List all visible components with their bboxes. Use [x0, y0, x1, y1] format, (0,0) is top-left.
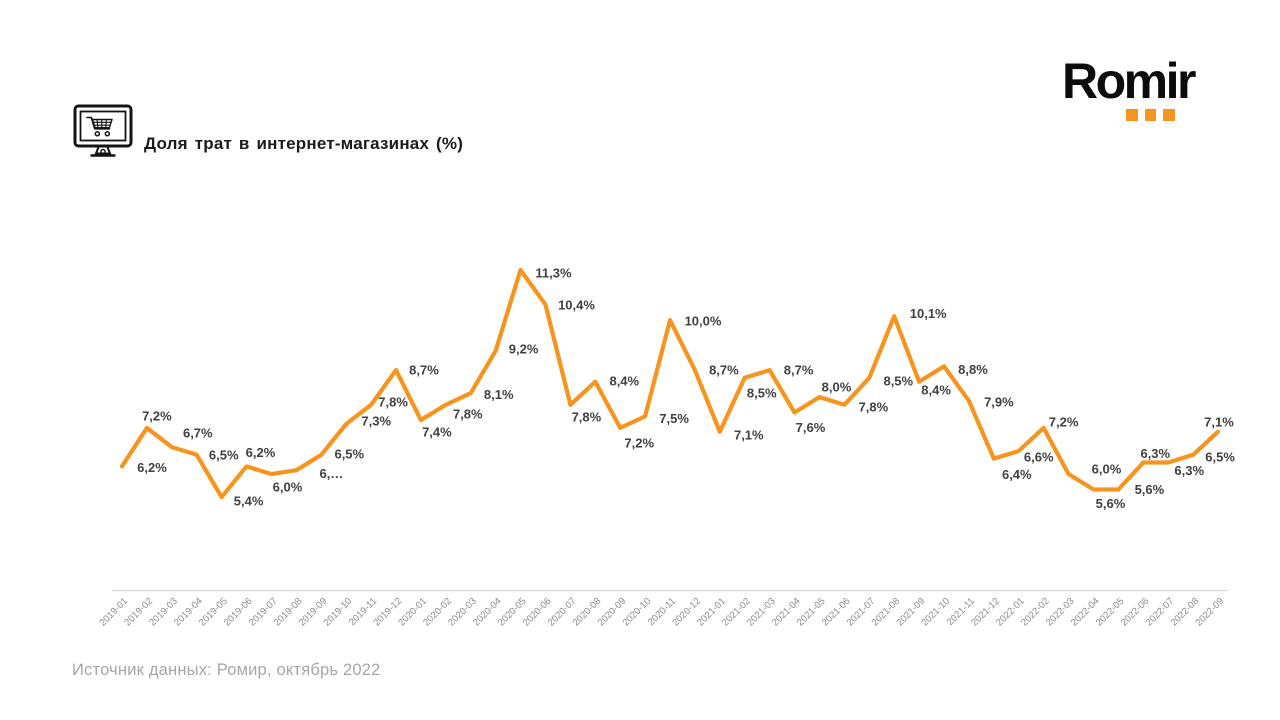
- data-point-label: 7,3%: [361, 414, 391, 429]
- data-point-label: 7,2%: [142, 408, 172, 423]
- online-store-monitor-cart-icon: [73, 104, 133, 157]
- data-point-label: 8,7%: [784, 363, 814, 378]
- data-point-label: 5,6%: [1096, 496, 1126, 511]
- data-point-label: 7,1%: [734, 427, 764, 442]
- data-point-label: 8,7%: [709, 363, 739, 378]
- data-point-label: 11,3%: [535, 266, 572, 281]
- data-point-label: 6,3%: [1140, 446, 1170, 461]
- data-point-label: 10,1%: [910, 306, 947, 321]
- data-point-label: 7,8%: [572, 409, 602, 424]
- data-point-label: 5,4%: [234, 494, 264, 509]
- data-point-label: 6,6%: [1024, 450, 1054, 465]
- romir-logo-dots: [1126, 109, 1222, 121]
- data-point-label: 8,4%: [609, 373, 639, 388]
- logo-dot: [1163, 109, 1175, 121]
- data-point-label: 8,1%: [484, 387, 514, 402]
- chart-title: Доля трат в интернет-магазинах (%): [144, 134, 464, 153]
- data-point-label: 8,4%: [921, 382, 951, 397]
- data-point-label: 6,5%: [334, 446, 364, 461]
- data-point-label: 8,0%: [822, 380, 852, 395]
- data-point-label: 6,7%: [183, 426, 213, 441]
- data-point-label: 7,4%: [422, 425, 452, 440]
- data-point-label: 8,8%: [958, 362, 988, 377]
- data-point-label: 6,0%: [1092, 462, 1122, 477]
- data-point-label: 8,5%: [883, 373, 913, 388]
- data-point-label: 7,8%: [378, 394, 408, 409]
- data-point-label: 9,2%: [509, 341, 539, 356]
- data-point-label: 6,0%: [273, 480, 303, 495]
- data-point-label: 7,2%: [624, 435, 654, 450]
- data-point-label: 6,2%: [137, 460, 167, 475]
- data-point-label: 6,3%: [1174, 463, 1204, 478]
- data-point-label: 8,7%: [409, 363, 439, 378]
- data-point-label: 7,9%: [984, 394, 1014, 409]
- data-point-label: 5,6%: [1135, 482, 1165, 497]
- romir-logo-text: Romir: [1062, 53, 1196, 109]
- data-point-label: 7,6%: [796, 420, 826, 435]
- data-point-label: 7,5%: [659, 411, 689, 426]
- data-point-label: 7,1%: [1204, 414, 1234, 429]
- chart-line: [119, 267, 1221, 500]
- data-point-label: 6,2%: [246, 445, 276, 460]
- data-point-label: 7,2%: [1049, 414, 1079, 429]
- logo-dot: [1144, 109, 1156, 121]
- data-point-label: 6,5%: [209, 447, 239, 462]
- logo-dot: [1126, 109, 1138, 121]
- data-point-label: 7,8%: [859, 399, 889, 414]
- data-source-note: Источник данных: Ромир, октябрь 2022: [72, 661, 381, 679]
- data-point-label: 8,5%: [747, 385, 777, 400]
- romir-logo: Romir: [1062, 53, 1222, 121]
- data-point-label: 6,5%: [1205, 449, 1235, 464]
- data-point-label: 7,8%: [453, 406, 483, 421]
- data-point-label: 6,…: [319, 466, 343, 481]
- data-point-label: 6,4%: [1002, 467, 1032, 482]
- data-point-label: 10,4%: [558, 297, 595, 312]
- data-point-label: 10,0%: [685, 314, 722, 329]
